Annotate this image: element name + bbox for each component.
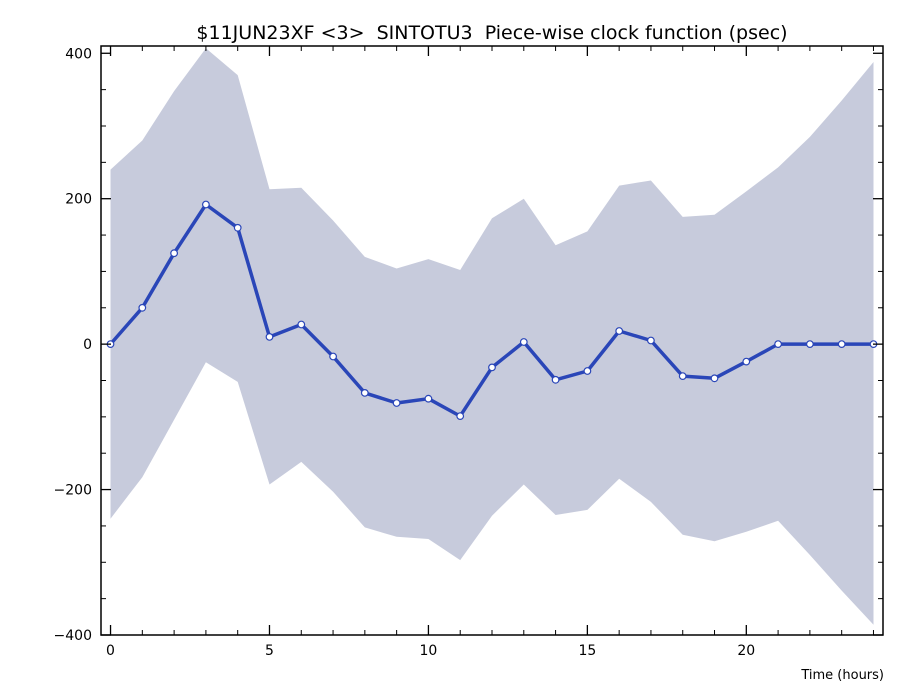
- x-tick-label: 5: [265, 643, 274, 659]
- data-point: [297, 320, 306, 329]
- data-point: [615, 327, 624, 335]
- data-point: [551, 375, 560, 384]
- data-point: [233, 223, 242, 232]
- x-tick-label: 15: [578, 643, 596, 659]
- data-point: [710, 374, 719, 383]
- chart-title: $11JUN23XF <3> SINTOTU3 Piece-wise clock…: [196, 22, 787, 44]
- uncertainty-band: [110, 48, 874, 625]
- data-point-layer: [106, 200, 878, 421]
- data-point: [742, 357, 751, 366]
- data-point: [201, 200, 210, 209]
- data-point: [806, 340, 814, 349]
- y-tick-label: 200: [65, 192, 92, 208]
- y-tick-label: 0: [83, 337, 92, 353]
- x-tick-label: 0: [106, 643, 115, 659]
- data-point: [424, 394, 433, 403]
- data-point: [329, 352, 338, 361]
- y-tick-label: 400: [65, 46, 92, 62]
- uncertainty-band-layer: [110, 48, 874, 625]
- data-point: [488, 363, 496, 372]
- data-point: [583, 367, 592, 375]
- data-point: [678, 372, 687, 381]
- data-point: [392, 399, 401, 407]
- data-point: [774, 340, 782, 349]
- x-tick-label: 10: [419, 643, 437, 659]
- y-tick-labels: −400 −200 0 200 400: [54, 46, 92, 644]
- data-point: [519, 338, 528, 346]
- data-point: [170, 249, 179, 258]
- x-tick-label: 20: [737, 643, 755, 659]
- data-point: [138, 303, 147, 312]
- y-tick-label: −400: [54, 628, 92, 644]
- data-point: [647, 336, 655, 345]
- data-point: [265, 333, 274, 341]
- data-point: [456, 412, 465, 421]
- axis-ticks: [101, 46, 883, 636]
- data-point: [837, 340, 846, 349]
- data-point: [360, 389, 369, 397]
- x-axis-label: Time (hours): [800, 668, 884, 683]
- x-tick-labels: 0 5 10 15 20: [106, 643, 755, 659]
- y-tick-label: −200: [54, 483, 92, 499]
